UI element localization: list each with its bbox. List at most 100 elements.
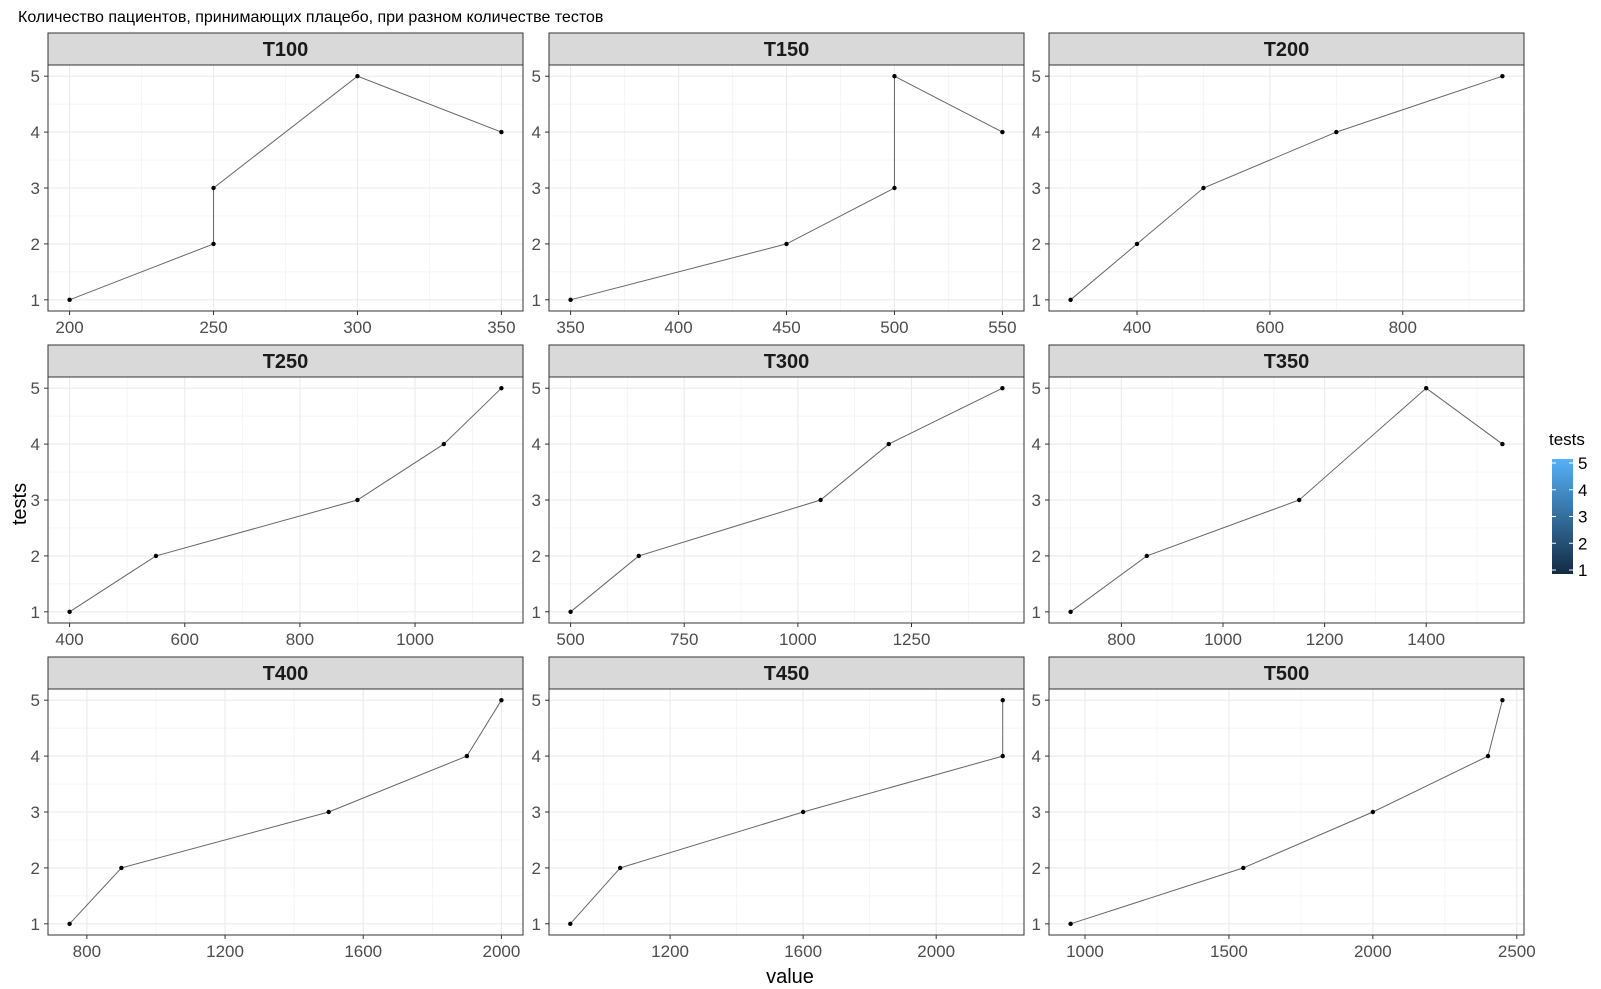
x-tick-label: 2000	[482, 942, 520, 961]
y-tick-label: 3	[31, 179, 40, 198]
y-tick-label: 2	[31, 859, 40, 878]
data-point	[1068, 921, 1073, 927]
y-tick-label: 2	[1032, 547, 1041, 566]
y-tick-label: 3	[532, 179, 541, 198]
y-tick-label: 2	[532, 547, 541, 566]
legend-label: 5	[1578, 454, 1587, 473]
y-tick-label: 3	[31, 803, 40, 822]
y-tick-label: 5	[1032, 379, 1041, 398]
panel-t500: T500 1000 1500 2000 2500 1 2 3 4 5	[1032, 656, 1536, 961]
x-tick-label: 1000	[1204, 630, 1242, 649]
x-tick-label: 800	[73, 942, 101, 961]
y-tick-label: 5	[532, 691, 541, 710]
data-point	[1134, 241, 1140, 247]
y-tick-label: 2	[532, 859, 541, 878]
x-tick-label: 550	[988, 318, 1016, 337]
data-point	[1068, 297, 1073, 303]
legend-colorbar	[1552, 459, 1573, 574]
data-point	[119, 865, 124, 871]
x-tick-label: 1600	[344, 942, 382, 961]
y-tick-label: 1	[532, 291, 541, 310]
panel-t250: T250 400 600 800 1000 1 2 3 4 5	[31, 344, 524, 649]
y-tick-label: 4	[31, 435, 40, 454]
x-tick-label: 500	[556, 630, 584, 649]
data-point	[1424, 385, 1429, 391]
data-point	[568, 297, 573, 303]
data-point	[1068, 609, 1073, 615]
panel-strip-label: T500	[1264, 663, 1310, 685]
panel-strip	[47, 344, 524, 378]
x-tick-label: 1200	[206, 942, 244, 961]
y-tick-label: 4	[532, 435, 541, 454]
y-tick-label: 5	[31, 67, 40, 86]
panel-t200: T200 400 600 800 1 2 3 4 5	[1032, 32, 1525, 337]
data-point	[441, 441, 447, 447]
data-point	[636, 553, 641, 559]
data-point	[355, 497, 360, 503]
y-tick-label: 3	[1032, 491, 1041, 510]
x-tick-label: 1400	[1407, 630, 1445, 649]
data-point	[355, 73, 360, 79]
x-tick-label: 400	[1123, 318, 1151, 337]
panel-strip-label: T450	[764, 663, 810, 685]
panel-t350: T350 800 1000 1200 1400 1 2 3 4 5	[1032, 344, 1525, 649]
panel-t400: T400 800 1200 1600 2000 1 2 3 4 5	[31, 656, 524, 961]
x-tick-label: 200	[55, 318, 83, 337]
y-tick-label: 5	[1032, 67, 1041, 86]
panel-strip	[1048, 32, 1525, 66]
y-tick-label: 2	[1032, 859, 1041, 878]
data-point	[67, 921, 72, 927]
data-point	[211, 241, 216, 247]
panel-t150: T150 350 400 450 500 550 1 2 3 4 5	[532, 32, 1025, 337]
data-point	[1000, 385, 1005, 391]
x-tick-label: 1000	[1066, 942, 1104, 961]
legend-label: 4	[1578, 481, 1587, 500]
data-point	[1500, 73, 1505, 79]
legend-label: 2	[1578, 534, 1587, 553]
y-tick-label: 2	[31, 547, 40, 566]
y-tick-label: 5	[532, 379, 541, 398]
data-point	[211, 185, 216, 191]
data-point	[1241, 865, 1246, 871]
x-tick-label: 450	[772, 318, 800, 337]
x-tick-label: 500	[880, 318, 908, 337]
x-tick-label: 2500	[1498, 942, 1536, 961]
y-tick-label: 3	[31, 491, 40, 510]
panel-strip	[1048, 656, 1525, 690]
y-tick-label: 2	[1032, 235, 1041, 254]
data-point	[1000, 697, 1005, 703]
y-tick-label: 5	[31, 691, 40, 710]
x-tick-label: 800	[1107, 630, 1135, 649]
y-tick-label: 5	[532, 67, 541, 86]
y-tick-label: 1	[532, 603, 541, 622]
legend-title: tests	[1549, 430, 1585, 449]
y-tick-label: 3	[532, 491, 541, 510]
y-tick-label: 4	[31, 747, 40, 766]
y-tick-label: 2	[31, 235, 40, 254]
data-point	[464, 753, 470, 759]
x-tick-label: 750	[670, 630, 698, 649]
x-tick-label: 1000	[779, 630, 817, 649]
x-tick-label: 250	[199, 318, 227, 337]
panel-t300: T300 500 750 1000 1250 1 2 3 4 5	[532, 344, 1025, 649]
legend-ticks: 5 4 3 2 1	[1552, 454, 1587, 580]
x-tick-label: 1000	[396, 630, 434, 649]
y-tick-label: 1	[31, 291, 40, 310]
data-point	[1500, 441, 1505, 447]
panel-strip-label: T400	[263, 663, 309, 685]
data-point	[1144, 553, 1149, 559]
y-tick-label: 1	[1032, 915, 1041, 934]
x-tick-label: 1250	[893, 630, 931, 649]
legend-label: 3	[1578, 508, 1587, 527]
data-point	[568, 609, 573, 615]
data-point	[1000, 129, 1005, 135]
data-point	[892, 185, 897, 191]
data-point	[886, 441, 891, 447]
data-point	[1297, 497, 1302, 503]
panel-strip	[47, 656, 524, 690]
data-point	[1370, 809, 1376, 815]
data-point	[800, 809, 806, 815]
x-axis-title: value	[766, 966, 814, 988]
y-tick-label: 2	[532, 235, 541, 254]
